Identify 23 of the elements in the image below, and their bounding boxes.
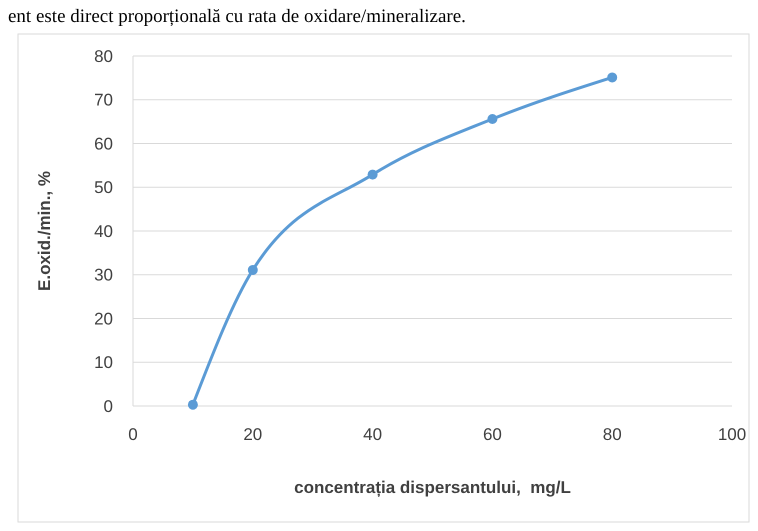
y-tick-label: 80 <box>94 46 113 66</box>
x-tick-label: 100 <box>718 425 746 444</box>
y-tick-label: 60 <box>94 134 113 154</box>
x-tick-label: 40 <box>363 425 382 444</box>
y-tick-label: 40 <box>94 222 113 241</box>
x-tick-label: 0 <box>128 425 138 444</box>
point <box>607 72 618 82</box>
y-tick-label: 30 <box>94 266 113 285</box>
x-axis-title: concentrația dispersantului, mg/L <box>294 478 571 497</box>
point <box>248 264 258 275</box>
y-axis-title: E.oxid./min., % <box>35 171 54 291</box>
y-tick-label: 20 <box>94 309 113 328</box>
point <box>368 170 378 180</box>
y-tick-label: 10 <box>94 353 113 372</box>
y-tick-label: 0 <box>104 396 113 416</box>
text: ent este direct proporțională cu rata de oxidare/mineralizare. <box>8 6 466 27</box>
y-tick-label: 70 <box>94 90 113 110</box>
y-tick-label: 50 <box>94 178 113 198</box>
x-tick-label: 20 <box>243 425 262 444</box>
point <box>188 400 198 410</box>
x-tick-label: 80 <box>602 425 622 444</box>
point <box>487 114 498 124</box>
x-tick-label: 60 <box>482 425 502 444</box>
